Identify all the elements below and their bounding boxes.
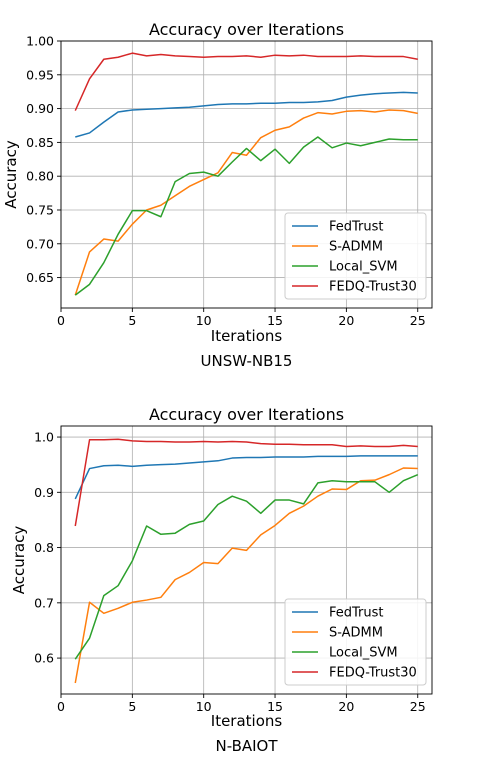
series-line-s-admm	[74, 467, 418, 684]
legend-item: FedTrust	[292, 220, 384, 235]
legend-box	[284, 212, 427, 300]
y-tick-label: 0.65	[26, 270, 54, 285]
y-tick-label: 0.6	[34, 651, 54, 666]
y-tick-label: 0.75	[26, 202, 54, 217]
x-tick-label: 20	[338, 313, 354, 328]
series-line-fedq-trust30	[74, 438, 418, 527]
y-axis-label: Accuracy	[10, 526, 28, 595]
series-line-local-svm	[74, 136, 418, 296]
chart-panel-2: 0 5 10 15 20 25 0.6 0.7 0.8 0.9 1.0 Accuracy over I…	[10, 405, 433, 755]
series-line-fedtrust	[75, 91, 418, 138]
legend-label: FEDQ-Trust30	[329, 280, 417, 295]
y-tick-label: 0.9	[34, 485, 54, 500]
y-axis-label: Accuracy	[2, 140, 20, 209]
x-tick-label: 10	[196, 313, 212, 328]
x-axis-label: Iterations	[211, 327, 283, 345]
y-tick-label: 1.00	[26, 34, 54, 49]
plot-frame	[60, 425, 433, 695]
x-tick-label: 0	[57, 313, 65, 328]
chart-title: Accuracy over Iterations	[149, 405, 344, 424]
legend: FedTrust S-ADMM Local_SVM FEDQ-Trust30	[284, 212, 427, 300]
x-tick-label: 5	[128, 699, 136, 714]
legend-item: Local_SVM	[292, 260, 398, 275]
x-tick-label: 0	[57, 699, 65, 714]
x-tick-label: 20	[338, 699, 354, 714]
y-tick-label: 0.85	[26, 135, 54, 150]
series-line-local-svm	[74, 473, 419, 660]
legend-label: Local_SVM	[329, 260, 398, 275]
y-tick-label: 1.0	[34, 430, 54, 445]
legend-item: Local_SVM	[292, 646, 398, 661]
x-axis-label: Iterations	[211, 712, 283, 730]
plot-frame	[60, 40, 433, 309]
x-tick-label: 5	[128, 313, 136, 328]
legend-box	[284, 598, 427, 686]
y-tick-label: 0.7	[34, 595, 54, 610]
y-tick-label: 0.8	[34, 540, 54, 555]
x-tick-label: 25	[410, 313, 426, 328]
legend-label: S-ADMM	[329, 240, 383, 255]
legend-item: FedTrust	[292, 606, 384, 621]
y-tick-label: 0.95	[26, 67, 54, 82]
series-line-fedtrust	[74, 455, 418, 500]
legend: FedTrust S-ADMM Local_SVM FEDQ-Trust30	[284, 598, 427, 686]
legend-label: FedTrust	[329, 220, 384, 235]
y-tick-label: 0.70	[26, 236, 54, 251]
x-tick-label: 25	[410, 699, 426, 714]
legend-item: FEDQ-Trust30	[292, 666, 417, 681]
x-tick-label: 15	[267, 313, 283, 328]
chart-caption: N-BAIOT	[215, 737, 278, 755]
legend-label: FedTrust	[329, 606, 384, 621]
legend-label: Local_SVM	[329, 646, 398, 661]
chart-panel-1: 0 5 10 15 20 25 0.65 0.70 0.75 0.80 0.85 0.90 0.95 1.…	[2, 20, 433, 370]
legend-label: FEDQ-Trust30	[329, 666, 417, 681]
x-tick-label: 15	[267, 699, 283, 714]
legend-item: FEDQ-Trust30	[292, 280, 417, 295]
legend-label: S-ADMM	[329, 626, 383, 641]
chart-title: Accuracy over Iterations	[149, 20, 344, 39]
x-tick-label: 10	[196, 699, 212, 714]
legend-item: S-ADMM	[292, 626, 383, 641]
series-line-fedq-trust30	[74, 52, 418, 111]
y-tick-label: 0.90	[26, 101, 54, 116]
chart-caption: UNSW-NB15	[201, 352, 293, 370]
y-tick-label: 0.80	[26, 169, 54, 184]
series-line-s-admm	[74, 109, 418, 296]
legend-item: S-ADMM	[292, 240, 383, 255]
